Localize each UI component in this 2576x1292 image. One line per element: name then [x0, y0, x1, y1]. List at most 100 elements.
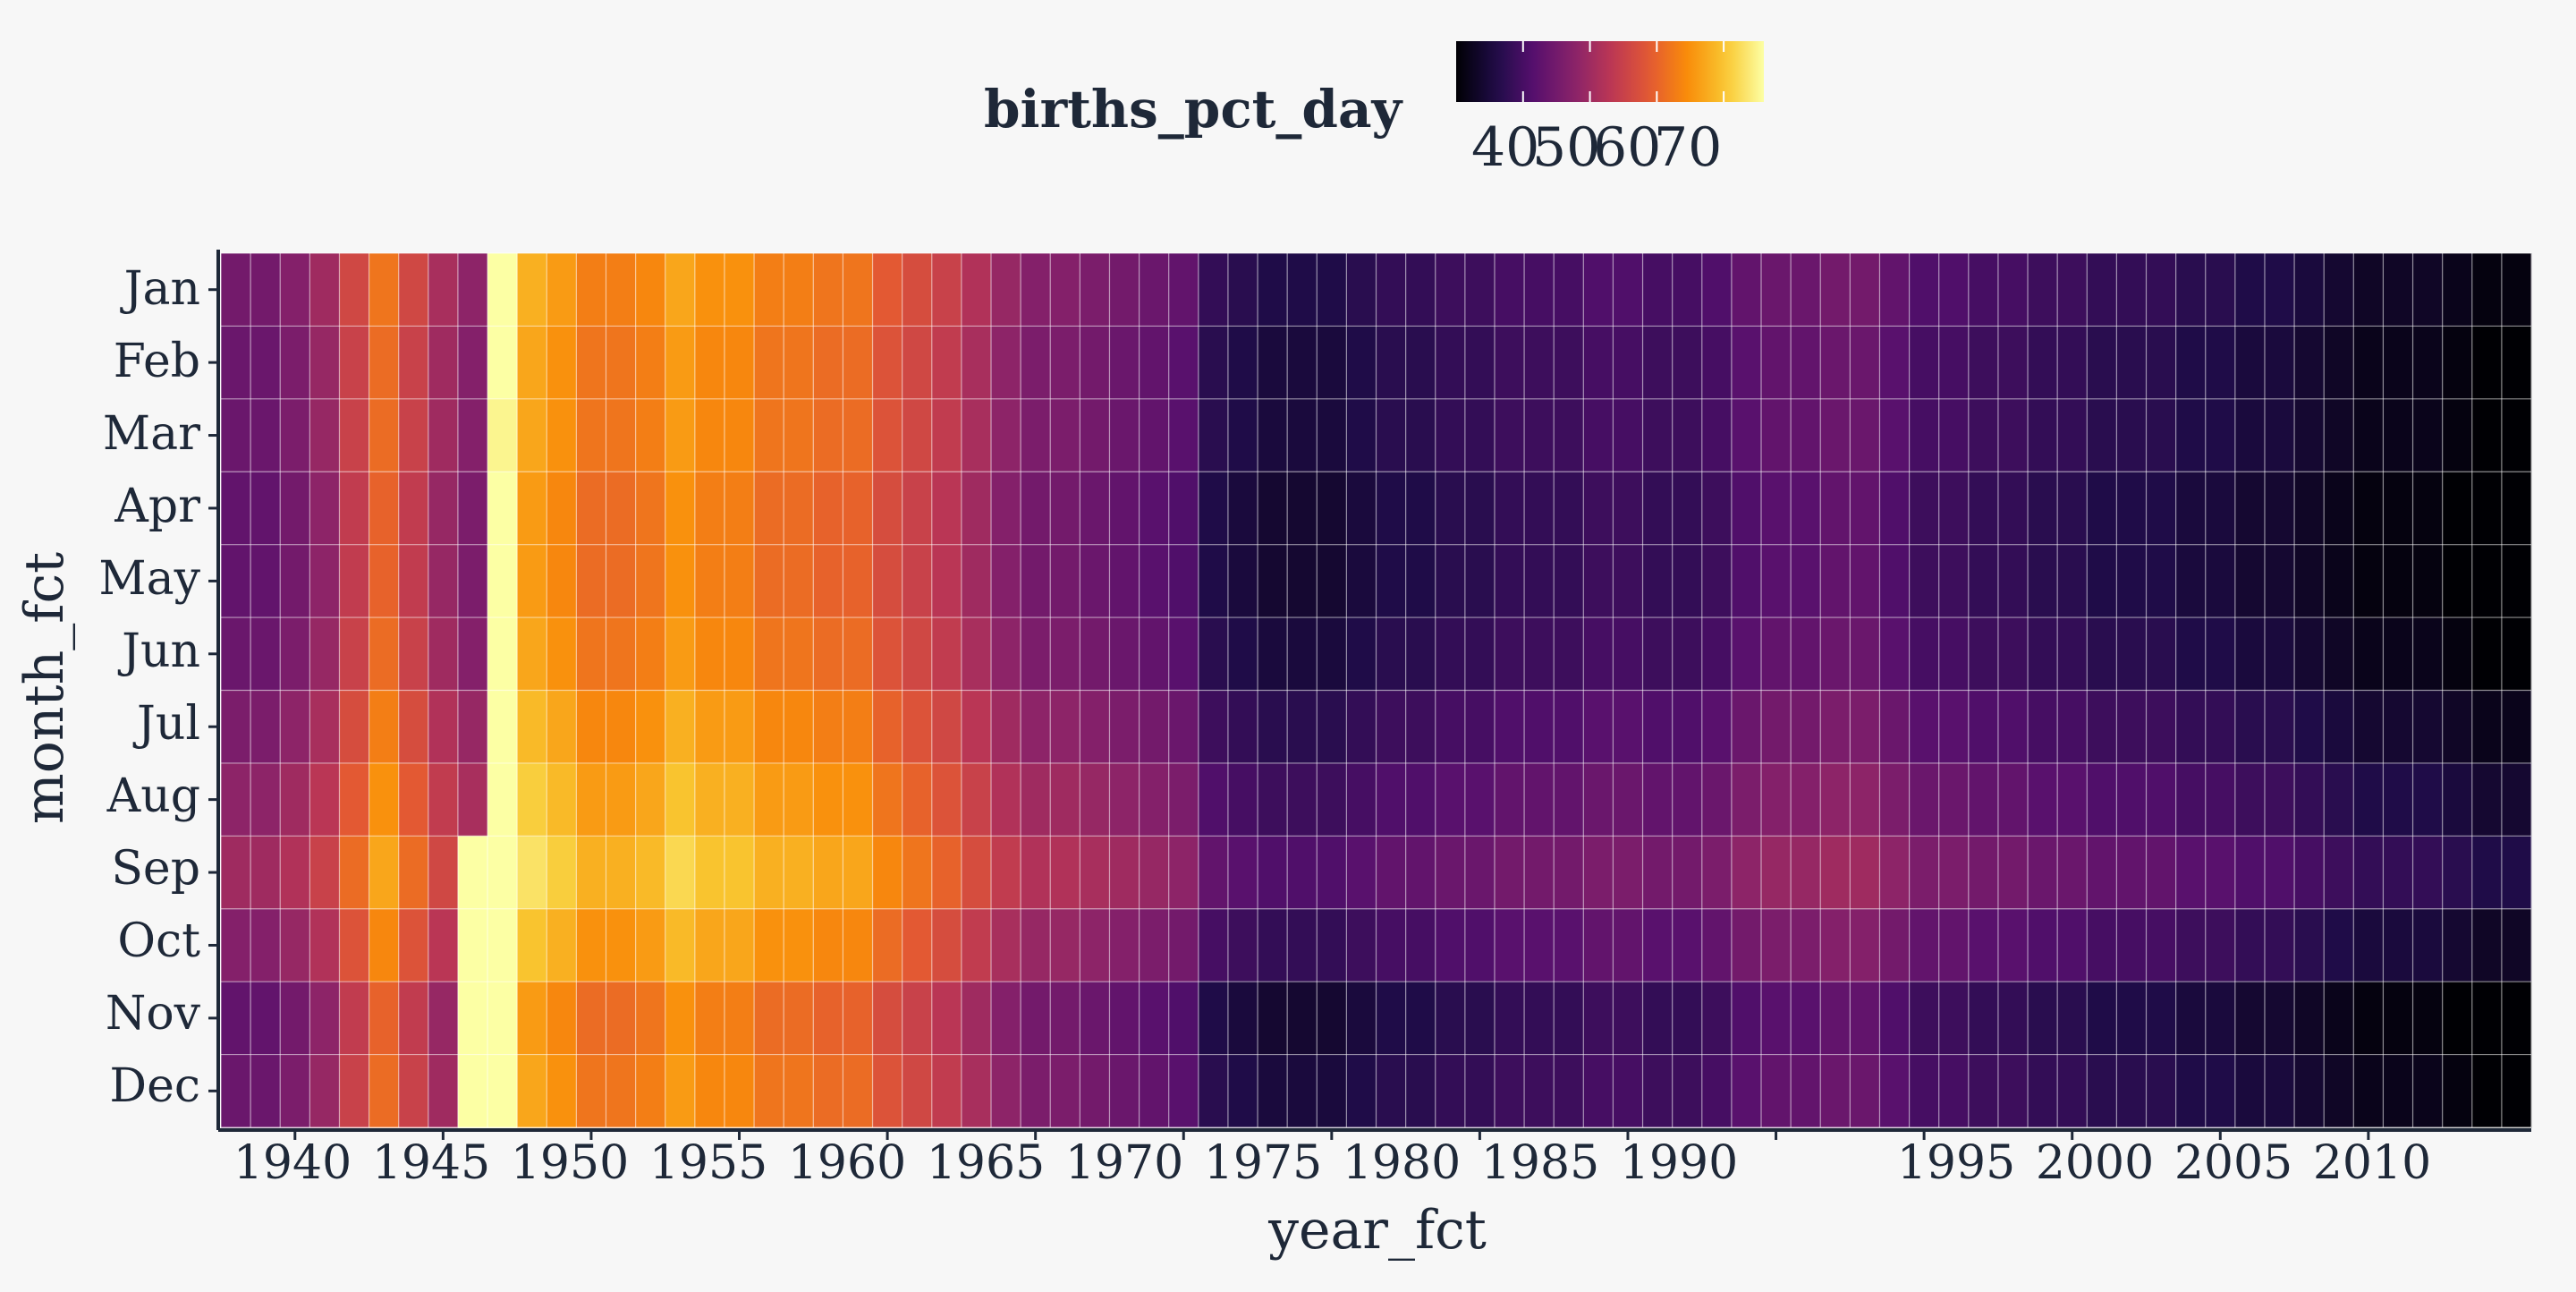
heatmap-cell [2353, 908, 2384, 982]
heatmap-cell [1464, 762, 1496, 837]
heatmap-cell [843, 762, 873, 837]
heatmap-cell [2116, 253, 2147, 327]
heatmap-cell [843, 398, 873, 472]
heatmap-cell [784, 836, 814, 910]
heatmap-cell [517, 982, 547, 1055]
heatmap-cell [309, 762, 340, 837]
heatmap-cell [665, 762, 696, 837]
heatmap-cell [1791, 982, 1821, 1055]
heatmap-cell [1879, 908, 1910, 982]
heatmap-cell [1287, 836, 1318, 910]
heatmap-cell [2175, 398, 2207, 472]
heatmap-cell [2028, 326, 2058, 400]
heatmap-cell [2234, 472, 2266, 546]
heatmap-cell [665, 1054, 696, 1128]
heatmap-cell [2175, 908, 2207, 982]
heatmap-cell [813, 690, 843, 764]
x-tick-label: 1980 [1342, 1136, 1462, 1190]
heatmap-cell [843, 617, 873, 691]
heatmap-cell [1050, 617, 1080, 691]
heatmap-cell [1405, 617, 1436, 691]
heatmap-cell [784, 326, 814, 400]
heatmap-cell [576, 617, 606, 691]
heatmap-cell [1346, 982, 1377, 1055]
heatmap-cell [1494, 398, 1525, 472]
heatmap-cell [1405, 544, 1436, 618]
heatmap-cell [1731, 908, 1762, 982]
heatmap-cell [2028, 762, 2058, 837]
heatmap-cell [1346, 1054, 1377, 1128]
heatmap-cell [547, 690, 577, 764]
heatmap-cell [606, 398, 637, 472]
heatmap-cell [1879, 253, 1910, 327]
heatmap-cell [931, 617, 962, 691]
heatmap-cell [398, 762, 429, 837]
heatmap-cell [547, 762, 577, 837]
heatmap-cell [1021, 326, 1051, 400]
heatmap-cell [1672, 326, 1703, 400]
heatmap-cell [1583, 253, 1614, 327]
heatmap-cell [1080, 398, 1110, 472]
heatmap-cell [1168, 1054, 1199, 1128]
heatmap-cell [754, 398, 784, 472]
heatmap-cell [2146, 253, 2177, 327]
heatmap-cell [1850, 836, 1880, 910]
heatmap-cell [1968, 472, 1999, 546]
heatmap-cell [1701, 1054, 1733, 1128]
heatmap-cell [2264, 326, 2295, 400]
heatmap-cell [457, 1054, 488, 1128]
heatmap-cell [2087, 472, 2117, 546]
heatmap-cell [309, 908, 340, 982]
y-tick-label: May [98, 552, 200, 606]
heatmap-cell [2294, 544, 2325, 618]
heatmap-cell [1080, 762, 1110, 837]
heatmap-cell [724, 908, 755, 982]
heatmap-cell [2028, 253, 2058, 327]
heatmap-cell [2205, 1054, 2236, 1128]
heatmap-cell [1997, 690, 2029, 764]
heatmap-cell [1050, 762, 1080, 837]
heatmap-cell [1317, 762, 1347, 837]
heatmap-cell [487, 762, 518, 837]
heatmap-cell [1938, 617, 1970, 691]
heatmap-cell [517, 617, 547, 691]
heatmap-cell [2175, 982, 2207, 1055]
heatmap-cell [398, 982, 429, 1055]
heatmap-cell [1968, 982, 1999, 1055]
heatmap-cell [961, 472, 992, 546]
heatmap-cell [665, 690, 696, 764]
heatmap-cell [2324, 472, 2354, 546]
heatmap-cell [1879, 398, 1910, 472]
heatmap-cell [2353, 326, 2384, 400]
heatmap-cell [635, 398, 666, 472]
heatmap-cell [1997, 982, 2029, 1055]
heatmap-cell [1613, 617, 1643, 691]
x-tick-label: 1950 [510, 1136, 630, 1190]
heatmap-cell [2412, 472, 2444, 546]
heatmap-cell [428, 836, 459, 910]
heatmap-cell [2057, 982, 2088, 1055]
heatmap-cell [694, 398, 725, 472]
heatmap-cell [991, 982, 1021, 1055]
heatmap-cell [606, 544, 637, 618]
heatmap-cell [1109, 472, 1140, 546]
heatmap-cell [547, 326, 577, 400]
heatmap-cell [606, 1054, 637, 1128]
heatmap-cell [1080, 982, 1110, 1055]
x-tick-label: 1955 [648, 1136, 768, 1190]
heatmap-cell [2205, 836, 2236, 910]
heatmap-cell [1997, 326, 2029, 400]
heatmap-cell [369, 982, 400, 1055]
heatmap-cell [931, 544, 962, 618]
heatmap-cell [2471, 253, 2503, 327]
heatmap-cell [1198, 398, 1229, 472]
heatmap-cell [2028, 544, 2058, 618]
heatmap-cell [1168, 472, 1199, 546]
heatmap-cell [1850, 398, 1880, 472]
heatmap-cell [250, 1054, 281, 1128]
heatmap-cell [309, 836, 340, 910]
heatmap-cell [813, 326, 843, 400]
heatmap-cell [991, 326, 1021, 400]
heatmap-cell [1938, 253, 1970, 327]
heatmap-cell [1198, 762, 1229, 837]
